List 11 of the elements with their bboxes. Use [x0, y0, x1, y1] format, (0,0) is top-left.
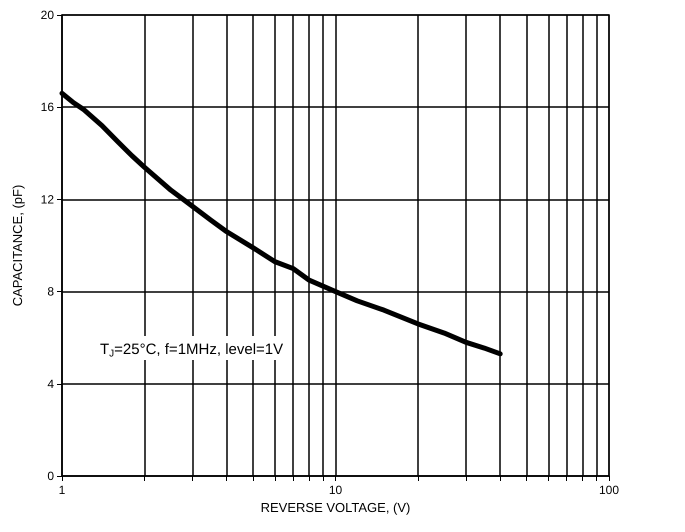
y-tick-label: 8 — [47, 284, 54, 299]
x-tick-label: 100 — [598, 483, 620, 497]
x-tick-label: 10 — [328, 483, 342, 497]
x-tick-label: 1 — [58, 483, 66, 497]
y-tick-label: 0 — [47, 469, 54, 483]
x-axis-title: REVERSE VOLTAGE, (V) — [260, 500, 410, 515]
y-tick-label: 16 — [40, 100, 54, 114]
y-tick-label: 20 — [40, 8, 54, 22]
y-tick-label: 12 — [40, 192, 54, 206]
y-tick-label: 4 — [47, 376, 54, 391]
y-axis-title: CAPACITANCE, (pF) — [10, 184, 25, 306]
